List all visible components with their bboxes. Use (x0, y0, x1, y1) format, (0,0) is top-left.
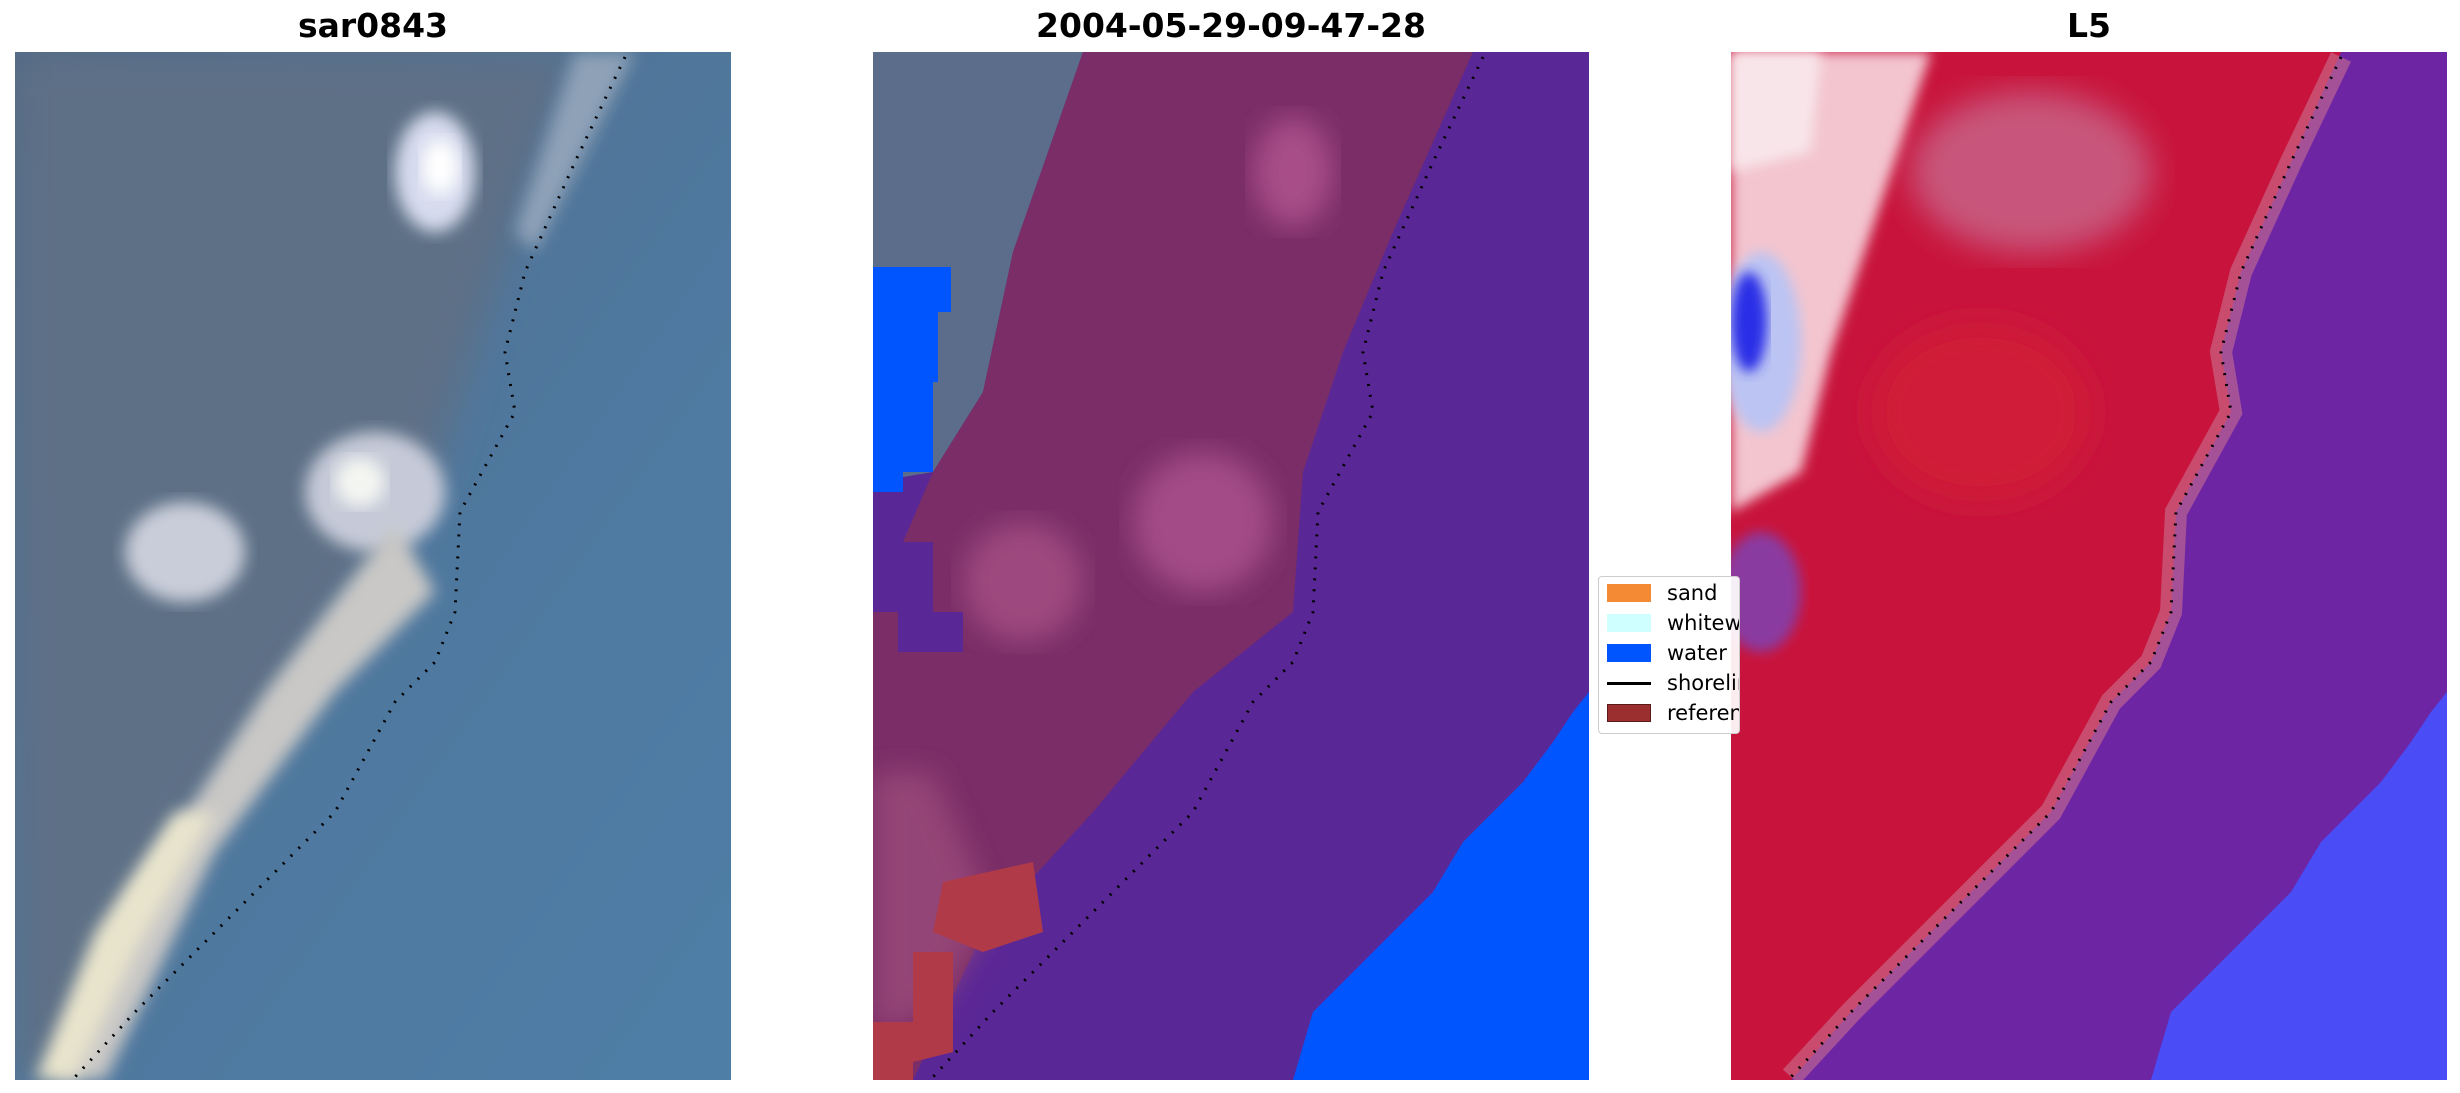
shoreline-line (1789, 56, 2343, 1079)
shoreline-line (931, 56, 1485, 1079)
legend-label-sand: sand (1667, 581, 1718, 605)
index-image (1731, 52, 2447, 1080)
legend-swatch-sand (1607, 584, 1651, 602)
legend-swatch-reference (1607, 704, 1651, 722)
legend-label-water: water (1667, 641, 1727, 665)
legend-item-water: water (1607, 639, 1727, 667)
panel-title-classified: 2004-05-29-09-47-28 (1036, 6, 1426, 45)
legend-item-reference: reference (1607, 699, 1739, 727)
legend-swatch-whitewater (1607, 614, 1651, 632)
rgb-image-panel (15, 52, 731, 1080)
legend-swatch-water (1607, 644, 1651, 662)
classified-image-panel (873, 52, 1589, 1080)
rgb-image (15, 52, 731, 1080)
legend-item-sand: sand (1607, 579, 1717, 607)
index-image-panel (1731, 52, 2447, 1080)
shoreline-line (73, 56, 627, 1079)
legend-label-whitewater: whitewater (1667, 611, 1740, 635)
legend: sand whitewater water shoreline referenc… (1598, 576, 1740, 734)
legend-item-whitewater: whitewater (1607, 609, 1740, 637)
panel-title-rgb: sar0843 (297, 6, 449, 45)
classified-image (873, 52, 1589, 1080)
legend-label-shoreline: shoreline (1667, 671, 1739, 695)
legend-item-shoreline: shoreline (1607, 669, 1739, 697)
panel-title-index: L5 (2067, 6, 2111, 45)
legend-label-reference: reference (1667, 701, 1739, 725)
legend-line-shoreline (1607, 681, 1651, 685)
